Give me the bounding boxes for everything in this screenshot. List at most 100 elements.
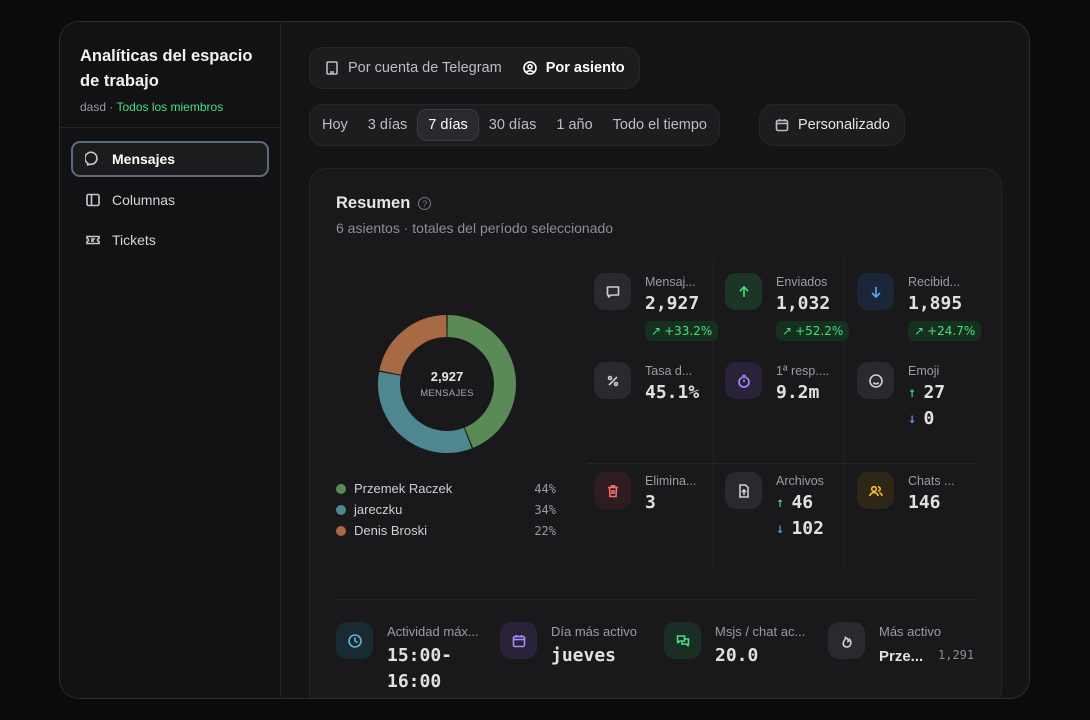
donut-slice-1[interactable] [378, 371, 472, 453]
stat-most-active: Más activo Prze... 1,291 [828, 622, 978, 698]
sidebar-item-label: Columnas [112, 191, 176, 208]
arrow-up-icon: ↑ [776, 494, 785, 511]
legend-pct: 34% [534, 502, 556, 517]
building-icon [326, 61, 338, 75]
files-down: ↓ 102 [776, 518, 824, 539]
emoji-down: ↓ 0 [908, 408, 934, 429]
sidebar-item-mensajes[interactable]: Mensajes [71, 141, 269, 177]
stat-label: Más activo [879, 624, 942, 639]
trend-up-icon: ↗ [782, 324, 793, 338]
stat-messages: Mensaj... 2,927 ↗ +33.2% [594, 273, 725, 363]
range-todo-el-tiempo[interactable]: Todo el tiempo [612, 117, 707, 133]
stat-label: Mensaj... [645, 275, 696, 289]
stat-value: 46 [791, 492, 814, 513]
donut-legend: Przemek Raczek 44% jareczku 34% Denis Br… [336, 478, 556, 541]
stat-label: Día más activo [551, 624, 637, 639]
stat-peak-activity: Actividad máx... 15:00- 16:00 [336, 622, 496, 698]
flame-icon [828, 622, 865, 659]
peak-start: 15:00- [387, 645, 453, 666]
tab-by-seat[interactable]: Por asiento [512, 52, 635, 84]
stat-value: 45.1% [645, 382, 700, 403]
tab-label: Por cuenta de Telegram [348, 60, 502, 76]
legend-pct: 44% [534, 481, 556, 496]
trend-badge: ↗ +33.2% [645, 321, 719, 341]
sidebar-item-columnas[interactable]: Columnas [71, 182, 269, 218]
stat-value: 3 [645, 492, 656, 513]
date-range-selector: Hoy 3 días 7 días 30 días 1 año Todo el … [309, 104, 720, 146]
scope-label[interactable]: Todos los miembros [116, 100, 224, 114]
sidebar-item-label: Mensajes [112, 151, 176, 167]
tab-by-telegram-account[interactable]: Por cuenta de Telegram [314, 52, 512, 84]
trash-icon [594, 472, 631, 509]
trend-badge: ↗ +24.7% [908, 321, 982, 341]
percent-icon [594, 362, 631, 399]
stat-received: Recibid... 1,895 ↗ +24.7% [857, 273, 982, 363]
tab-label: Por asiento [545, 60, 625, 76]
columns-icon [86, 193, 100, 206]
stat-value: 1,032 [776, 293, 831, 314]
sidebar-item-tickets[interactable]: Tickets [71, 222, 269, 258]
workspace-name: dasd [80, 100, 107, 114]
trend-up-icon: ↗ [651, 324, 662, 338]
legend-dot [336, 504, 346, 515]
sidebar-title-line1: Analíticas del espacio [80, 47, 253, 65]
stat-files: Archivos ↑ 46 ↓ 102 [725, 472, 856, 562]
stat-value: 27 [923, 382, 946, 403]
summary-title-text: Resumen [336, 194, 411, 212]
stat-label: 1ª resp.... [776, 364, 830, 378]
trend-up-icon: ↗ [914, 324, 925, 338]
user-circle-icon [522, 61, 537, 75]
clock-icon [336, 622, 373, 659]
grid-divider [587, 463, 975, 464]
peak-end: 16:00 [387, 671, 442, 692]
stat-label: Tasa d... [645, 364, 693, 378]
stat-busiest-day: Día más activo jueves [500, 622, 655, 698]
summary-title: Resumen ? [336, 194, 432, 213]
sidebar-subtitle: dasd · Todos los miembros [80, 100, 260, 114]
stat-rate: Tasa d... 45.1% [594, 362, 725, 452]
arrow-up-icon: ↑ [908, 384, 917, 401]
chat-bubbles-icon [664, 622, 701, 659]
analytics-window: Analíticas del espacio de trabajo dasd ·… [59, 21, 1030, 699]
stat-sent: Enviados 1,032 ↗ +52.2% [725, 273, 856, 363]
range-3-dias[interactable]: 3 días [367, 117, 408, 133]
stat-label: Recibid... [908, 275, 961, 289]
range-hoy[interactable]: Hoy [322, 117, 348, 133]
legend-dot [336, 483, 346, 494]
sidebar-nav: Mensajes Columnas Tickets [60, 128, 280, 276]
range-7-dias[interactable]: 7 días [417, 109, 479, 141]
range-30-dias[interactable]: 30 días [488, 117, 537, 133]
legend-name: jareczku [354, 502, 403, 517]
stat-chats: Chats ... 146 [857, 472, 977, 562]
message-icon [594, 273, 631, 310]
custom-range-button[interactable]: Personalizado [759, 104, 905, 146]
range-1-ano[interactable]: 1 año [556, 117, 593, 133]
donut-center: 2,927 MENSAJES [372, 309, 522, 459]
ticket-icon [86, 235, 100, 245]
arrow-down-icon: ↓ [776, 520, 785, 537]
messages-donut-chart: 2,927 MENSAJES [372, 309, 522, 459]
sidebar-title-line2: de trabajo [80, 72, 159, 90]
stat-value: 15:00- 16:00 [387, 643, 452, 695]
stat-value: jueves [551, 645, 617, 666]
smile-icon [857, 362, 894, 399]
trend-value: +33.2% [664, 324, 713, 338]
stat-emoji: Emoji ↑ 27 ↓ 0 [857, 362, 977, 452]
stat-value: 146 [908, 492, 941, 513]
calendar-icon [775, 119, 789, 132]
stat-label: Msjs / chat ac... [715, 624, 806, 639]
trend-value: +24.7% [927, 324, 976, 338]
separator: · [106, 100, 117, 114]
custom-range-pill: Personalizado [764, 109, 900, 141]
donut-slice-2[interactable] [379, 315, 448, 376]
donut-slice-0[interactable] [447, 315, 516, 448]
stat-label: Elimina... [645, 474, 697, 488]
summary-subtitle: 6 asientos · totales del período selecci… [336, 220, 614, 236]
stat-first-response: 1ª resp.... 9.2m [725, 362, 856, 452]
help-icon[interactable]: ? [418, 197, 432, 210]
stat-label: Actividad máx... [387, 624, 479, 639]
timer-icon [725, 362, 762, 399]
legend-pct: 22% [534, 523, 556, 538]
stat-label: Chats ... [908, 474, 955, 488]
donut-svg [378, 315, 516, 453]
